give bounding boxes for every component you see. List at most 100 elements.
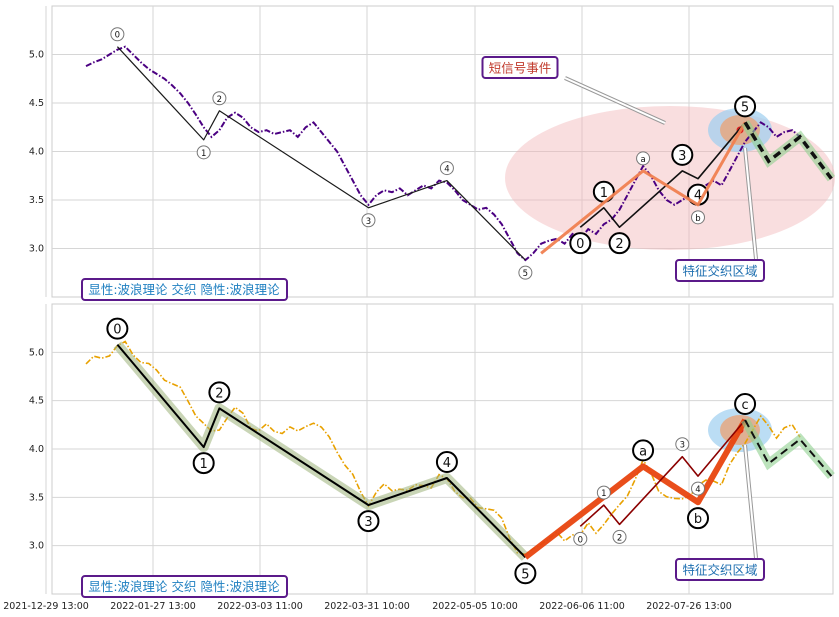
wave-point-label: 2 bbox=[215, 386, 223, 401]
x-tick-label: 2022-03-31 10:00 bbox=[324, 601, 410, 612]
wave-point-label: 3 bbox=[678, 149, 686, 164]
price-line bbox=[85, 45, 801, 262]
wave-projection bbox=[744, 419, 833, 477]
annotation-text: 特征交织区域 bbox=[682, 264, 757, 279]
wave-point-badge bbox=[691, 210, 705, 225]
wave-point-badge bbox=[208, 381, 231, 404]
wave-point-badge bbox=[573, 531, 588, 546]
wave-point-label: b bbox=[695, 214, 700, 224]
wave-point-label: 4 bbox=[443, 456, 451, 471]
wave-point-badge bbox=[632, 439, 655, 462]
wave-point-badge bbox=[212, 91, 227, 106]
wave-projection bbox=[743, 121, 833, 180]
x-tick-label: 2022-01-27 13:00 bbox=[110, 601, 196, 612]
annotation-arrow bbox=[564, 77, 666, 124]
annotation: 特征交织区域 bbox=[675, 444, 765, 581]
wave-point-label: 3 bbox=[364, 515, 372, 530]
x-tick-label: 2022-03-03 11:00 bbox=[217, 601, 303, 612]
wave-point-label: a bbox=[640, 155, 645, 165]
y-tick-label: 3.0 bbox=[29, 244, 44, 255]
wave-point-label: 5 bbox=[521, 567, 529, 582]
signal-zone bbox=[505, 106, 835, 250]
wave-point-label: 0 bbox=[576, 237, 584, 252]
y-tick-label: 3.5 bbox=[29, 492, 44, 503]
wave-point-badge bbox=[687, 507, 709, 530]
x-tick-label: 2021-12-29 13:00 bbox=[3, 601, 89, 612]
annotation: 特征交织区域 bbox=[675, 147, 765, 282]
wave-point-badge bbox=[596, 485, 611, 500]
wave-point-label: 2 bbox=[617, 533, 622, 543]
legend: 显性:波浪理论 交织 隐性:波浪理论 bbox=[81, 575, 288, 598]
wave-main bbox=[116, 343, 527, 559]
wave-point-label: c bbox=[741, 398, 748, 413]
wave-point-badge bbox=[675, 437, 690, 452]
wave-point-badge bbox=[361, 213, 376, 228]
wave-point-label: 5 bbox=[523, 269, 528, 279]
wave-point-label: 0 bbox=[113, 323, 121, 338]
wave-point-label: 1 bbox=[601, 489, 606, 499]
wave-correction bbox=[540, 121, 747, 255]
legend-text: 显性:波浪理论 交织 隐性:波浪理论 bbox=[88, 579, 280, 594]
wave-point-badge bbox=[671, 143, 694, 166]
wave-point-badge bbox=[435, 451, 458, 473]
wave-point-badge bbox=[110, 27, 125, 42]
y-tick-label: 5.0 bbox=[29, 347, 44, 358]
wave-sub bbox=[579, 121, 746, 228]
annotation-box bbox=[675, 558, 765, 581]
wave-correction bbox=[523, 418, 748, 560]
wave-point-label: 0 bbox=[115, 31, 120, 41]
wave-point-badge bbox=[439, 161, 454, 176]
wave-point-badge bbox=[636, 151, 651, 166]
wave-sub bbox=[579, 419, 746, 527]
wave-point-badge bbox=[734, 95, 757, 118]
wave-main bbox=[116, 46, 526, 261]
x-tick-label: 2022-05-05 10:00 bbox=[432, 601, 518, 612]
annotation-box bbox=[675, 259, 765, 282]
panel-top: 3.0 3.5 4.0 4.5 5.0 0 1 2 3 4 5 0 1 2 3 4 5 a b 显性:波浪理论 交织 … bbox=[29, 5, 835, 301]
wave-point-badge bbox=[518, 265, 533, 280]
annotation-box bbox=[481, 56, 559, 79]
y-tick-label: 4.0 bbox=[29, 147, 44, 158]
y-tick-label: 5.0 bbox=[29, 50, 44, 61]
wave-point-badge bbox=[357, 510, 380, 533]
x-tick-label: 2022-07-26 13:00 bbox=[646, 601, 732, 612]
annotation-arrow bbox=[744, 147, 757, 260]
legend-box bbox=[81, 278, 288, 301]
wave-point-label: 1 bbox=[200, 457, 208, 472]
wave-point-label: 1 bbox=[201, 149, 206, 159]
panel-bottom: 3.0 3.5 4.0 4.5 5.0 2021-12-29 13:00 2022-01-2… bbox=[3, 303, 835, 612]
wave-point-label: 1 bbox=[600, 186, 608, 201]
wave-point-label: a bbox=[639, 444, 647, 459]
wave-point-badge bbox=[569, 232, 592, 255]
legend-text: 显性:波浪理论 交织 隐性:波浪理论 bbox=[88, 282, 280, 297]
wave-point-badge bbox=[734, 393, 757, 415]
legend-box bbox=[81, 575, 288, 598]
legend: 显性:波浪理论 交织 隐性:波浪理论 bbox=[81, 278, 288, 301]
annotation-text: 特征交织区域 bbox=[682, 563, 757, 578]
y-tick-label: 3.5 bbox=[29, 195, 44, 206]
wave-point-label: 2 bbox=[615, 237, 623, 252]
wave-point-badge bbox=[691, 481, 705, 496]
x-tick-label: 2022-06-06 11:00 bbox=[539, 601, 625, 612]
y-tick-label: 4.0 bbox=[29, 444, 44, 455]
wave-point-label: b bbox=[694, 512, 702, 527]
wave-point-label: 3 bbox=[366, 217, 371, 227]
annotation: 短信号事件 bbox=[481, 56, 666, 125]
annotation-arrow bbox=[744, 444, 757, 559]
wave-point-badge bbox=[196, 145, 211, 160]
wave-point-label: 5 bbox=[741, 100, 749, 115]
y-tick-label: 4.5 bbox=[29, 98, 44, 109]
wave-point-badge bbox=[612, 529, 627, 544]
y-tick-label: 3.0 bbox=[29, 541, 44, 552]
y-tick-label: 4.5 bbox=[29, 396, 44, 407]
wave-point-badge bbox=[514, 562, 537, 585]
wave-point-label: 3 bbox=[680, 441, 685, 451]
wave-point-label: 4 bbox=[695, 485, 700, 495]
wave-point-badge bbox=[608, 232, 631, 255]
wave-point-label: 4 bbox=[694, 189, 702, 204]
wave-point-label: 4 bbox=[444, 165, 449, 175]
wave-point-label: 0 bbox=[578, 535, 583, 545]
wave-point-badge bbox=[106, 317, 129, 340]
annotation-text: 短信号事件 bbox=[489, 61, 552, 76]
